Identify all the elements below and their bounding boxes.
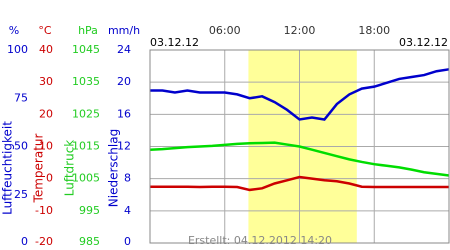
y-tick-label: 0 xyxy=(124,235,131,248)
y-tick-label: 985 xyxy=(79,235,100,248)
y-tick-label: 16 xyxy=(117,107,131,120)
axis-unit: % xyxy=(9,24,19,37)
date-right: 03.12.12 xyxy=(399,36,448,49)
axis-unit: mm/h xyxy=(108,24,140,37)
y-tick-label: 1025 xyxy=(72,107,100,120)
series-line xyxy=(150,68,450,121)
y-tick-label: 50 xyxy=(14,140,28,153)
series-line xyxy=(149,141,450,177)
y-tick-label: 24 xyxy=(117,43,131,56)
y-tick-label: 1045 xyxy=(72,43,100,56)
series-line xyxy=(150,175,449,192)
axis-title: Niederschlag xyxy=(107,129,121,207)
y-tick-label: 20 xyxy=(117,75,131,88)
y-tick-label: 40 xyxy=(39,43,53,56)
footer: Erstellt: 04.12.2012 14:20 xyxy=(188,234,332,247)
axis-title: Luftfeuchtigkeit xyxy=(1,121,15,215)
axis-title: Temperatur xyxy=(32,133,46,203)
y-tick-label: 1015 xyxy=(72,140,100,153)
x-tick-label: 18:00 xyxy=(358,24,390,37)
axis-unit: °C xyxy=(38,24,52,37)
x-tick-label: 06:00 xyxy=(209,24,241,37)
y-tick-label: 1035 xyxy=(72,75,100,88)
y-tick-label: 8 xyxy=(124,172,131,185)
y-tick-label: 20 xyxy=(39,107,53,120)
x-tick-label: 12:00 xyxy=(284,24,316,37)
axis-title: Luftdruck xyxy=(63,140,77,197)
y-tick-label: 4 xyxy=(124,204,131,217)
date-left: 03.12.12 xyxy=(150,36,199,49)
y-tick-label: 30 xyxy=(39,75,53,88)
y-tick-label: 0 xyxy=(21,235,28,248)
y-tick-label: 1005 xyxy=(72,172,100,185)
plot-border xyxy=(149,49,450,244)
y-tick-label: 100 xyxy=(7,43,28,56)
y-tick-label: -20 xyxy=(35,235,53,248)
y-tick-label: 25 xyxy=(14,188,28,201)
y-tick-label: 0 xyxy=(46,172,53,185)
y-tick-label: -10 xyxy=(35,204,53,217)
y-tick-label: 75 xyxy=(14,91,28,104)
axis-unit: hPa xyxy=(78,24,98,37)
y-tick-label: 995 xyxy=(79,204,100,217)
y-tick-label: 10 xyxy=(39,140,53,153)
y-tick-label: 12 xyxy=(117,140,131,153)
